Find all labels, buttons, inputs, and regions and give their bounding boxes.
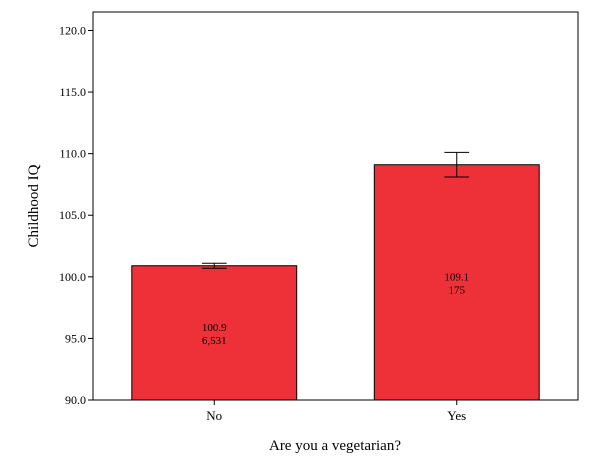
x-axis-title: Are you a vegetarian? [269, 438, 401, 454]
bar [373, 164, 540, 401]
x-category-label: No [206, 408, 222, 423]
x-category-label: Yes [447, 408, 466, 423]
bar-value-label: 100.9 [202, 322, 227, 334]
bar [131, 265, 298, 401]
y-tick-label: 100.0 [59, 270, 86, 284]
y-tick-label: 105.0 [59, 208, 86, 222]
bar-count-label: 6,531 [202, 335, 227, 347]
bar-value-label: 109.1 [444, 271, 469, 283]
y-axis: 90.0 95.0 100.0 105.0 110.0 115.0 120.0 [59, 23, 93, 407]
y-tick-label: 115.0 [59, 85, 86, 99]
y-tick-label: 110.0 [59, 147, 86, 161]
bar-count-label: 175 [449, 284, 466, 296]
y-tick-label: 90.0 [65, 393, 86, 407]
x-axis: No Yes [206, 400, 466, 423]
y-axis-title: Childhood IQ [26, 164, 42, 247]
y-tick-label: 120.0 [59, 23, 86, 37]
y-tick-label: 95.0 [65, 331, 86, 345]
